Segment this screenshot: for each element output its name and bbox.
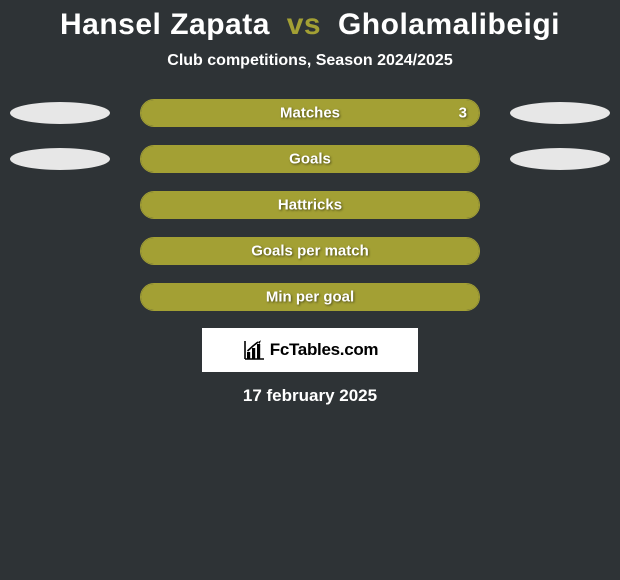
stat-row: Goals per match <box>0 236 620 266</box>
player1-name: Hansel Zapata <box>60 8 270 41</box>
title: Hansel Zapata vs Gholamalibeigi <box>0 8 620 42</box>
comparison-container: Hansel Zapata vs Gholamalibeigi Club com… <box>0 0 620 406</box>
stat-bar: Matches3 <box>140 99 480 127</box>
stat-rows: Matches3 Goals Hattricks Goals per match Min… <box>0 98 620 312</box>
logo-inner: FcTables.com <box>242 339 379 361</box>
stat-bar: Hattricks <box>140 191 480 219</box>
logo-box: FcTables.com <box>202 328 418 372</box>
stat-bar: Goals <box>140 145 480 173</box>
subtitle: Club competitions, Season 2024/2025 <box>0 52 620 70</box>
bar-label: Matches <box>141 105 479 122</box>
right-ellipse <box>510 148 610 170</box>
bar-label: Hattricks <box>141 197 479 214</box>
stat-row: Matches3 <box>0 98 620 128</box>
chart-icon <box>242 339 266 361</box>
stat-bar: Min per goal <box>140 283 480 311</box>
bar-label: Goals per match <box>141 243 479 260</box>
left-ellipse <box>10 148 110 170</box>
left-ellipse <box>10 102 110 124</box>
right-ellipse <box>510 102 610 124</box>
stat-row: Hattricks <box>0 190 620 220</box>
logo-text: FcTables.com <box>270 340 379 360</box>
stat-bar: Goals per match <box>140 237 480 265</box>
stat-row: Min per goal <box>0 282 620 312</box>
vs-text: vs <box>287 8 321 41</box>
player2-name: Gholamalibeigi <box>338 8 560 41</box>
date-text: 17 february 2025 <box>0 386 620 406</box>
bar-label: Goals <box>141 151 479 168</box>
bar-right-value: 3 <box>459 105 467 122</box>
bar-label: Min per goal <box>141 289 479 306</box>
stat-row: Goals <box>0 144 620 174</box>
